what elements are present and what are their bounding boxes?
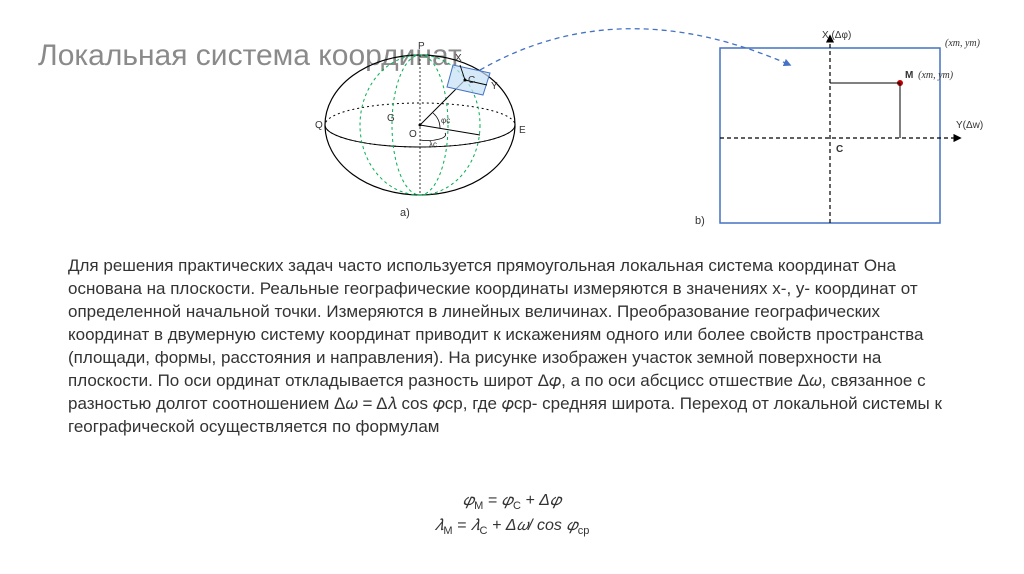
label-corner: (xm, ym) bbox=[945, 38, 981, 49]
label-X-globe: X bbox=[455, 53, 462, 64]
formula-1: 𝜑M = 𝜑C + Δ𝜑 bbox=[0, 490, 1024, 515]
label-X-axis: X (Δφ) bbox=[822, 30, 851, 41]
plane-diagram: C X (Δφ) Y(Δw) M (xm, ym) (xm, ym) bbox=[700, 28, 990, 238]
label-C-plane: C bbox=[836, 144, 843, 155]
sublabel-b: b) bbox=[695, 215, 705, 227]
label-Y-axis: Y(Δw) bbox=[956, 120, 983, 131]
label-E: E bbox=[519, 125, 526, 136]
body-paragraph: Для решения практических задач часто исп… bbox=[68, 255, 956, 439]
label-O: O bbox=[409, 129, 417, 140]
label-M: M (xm, ym) bbox=[905, 70, 954, 81]
formula-2: 𝜆M = 𝜆C + Δ𝜔/ cos 𝜑ср bbox=[0, 515, 1024, 540]
label-Q: Q bbox=[315, 120, 323, 131]
formulas: 𝜑M = 𝜑C + Δ𝜑 𝜆M = 𝜆C + Δ𝜔/ cos 𝜑ср bbox=[0, 490, 1024, 539]
sublabel-a: a) bbox=[400, 207, 410, 219]
label-G: G bbox=[387, 113, 395, 124]
label-phi: φc bbox=[441, 116, 450, 125]
label-P: P bbox=[418, 41, 425, 52]
label-lambda: λc bbox=[429, 140, 437, 149]
